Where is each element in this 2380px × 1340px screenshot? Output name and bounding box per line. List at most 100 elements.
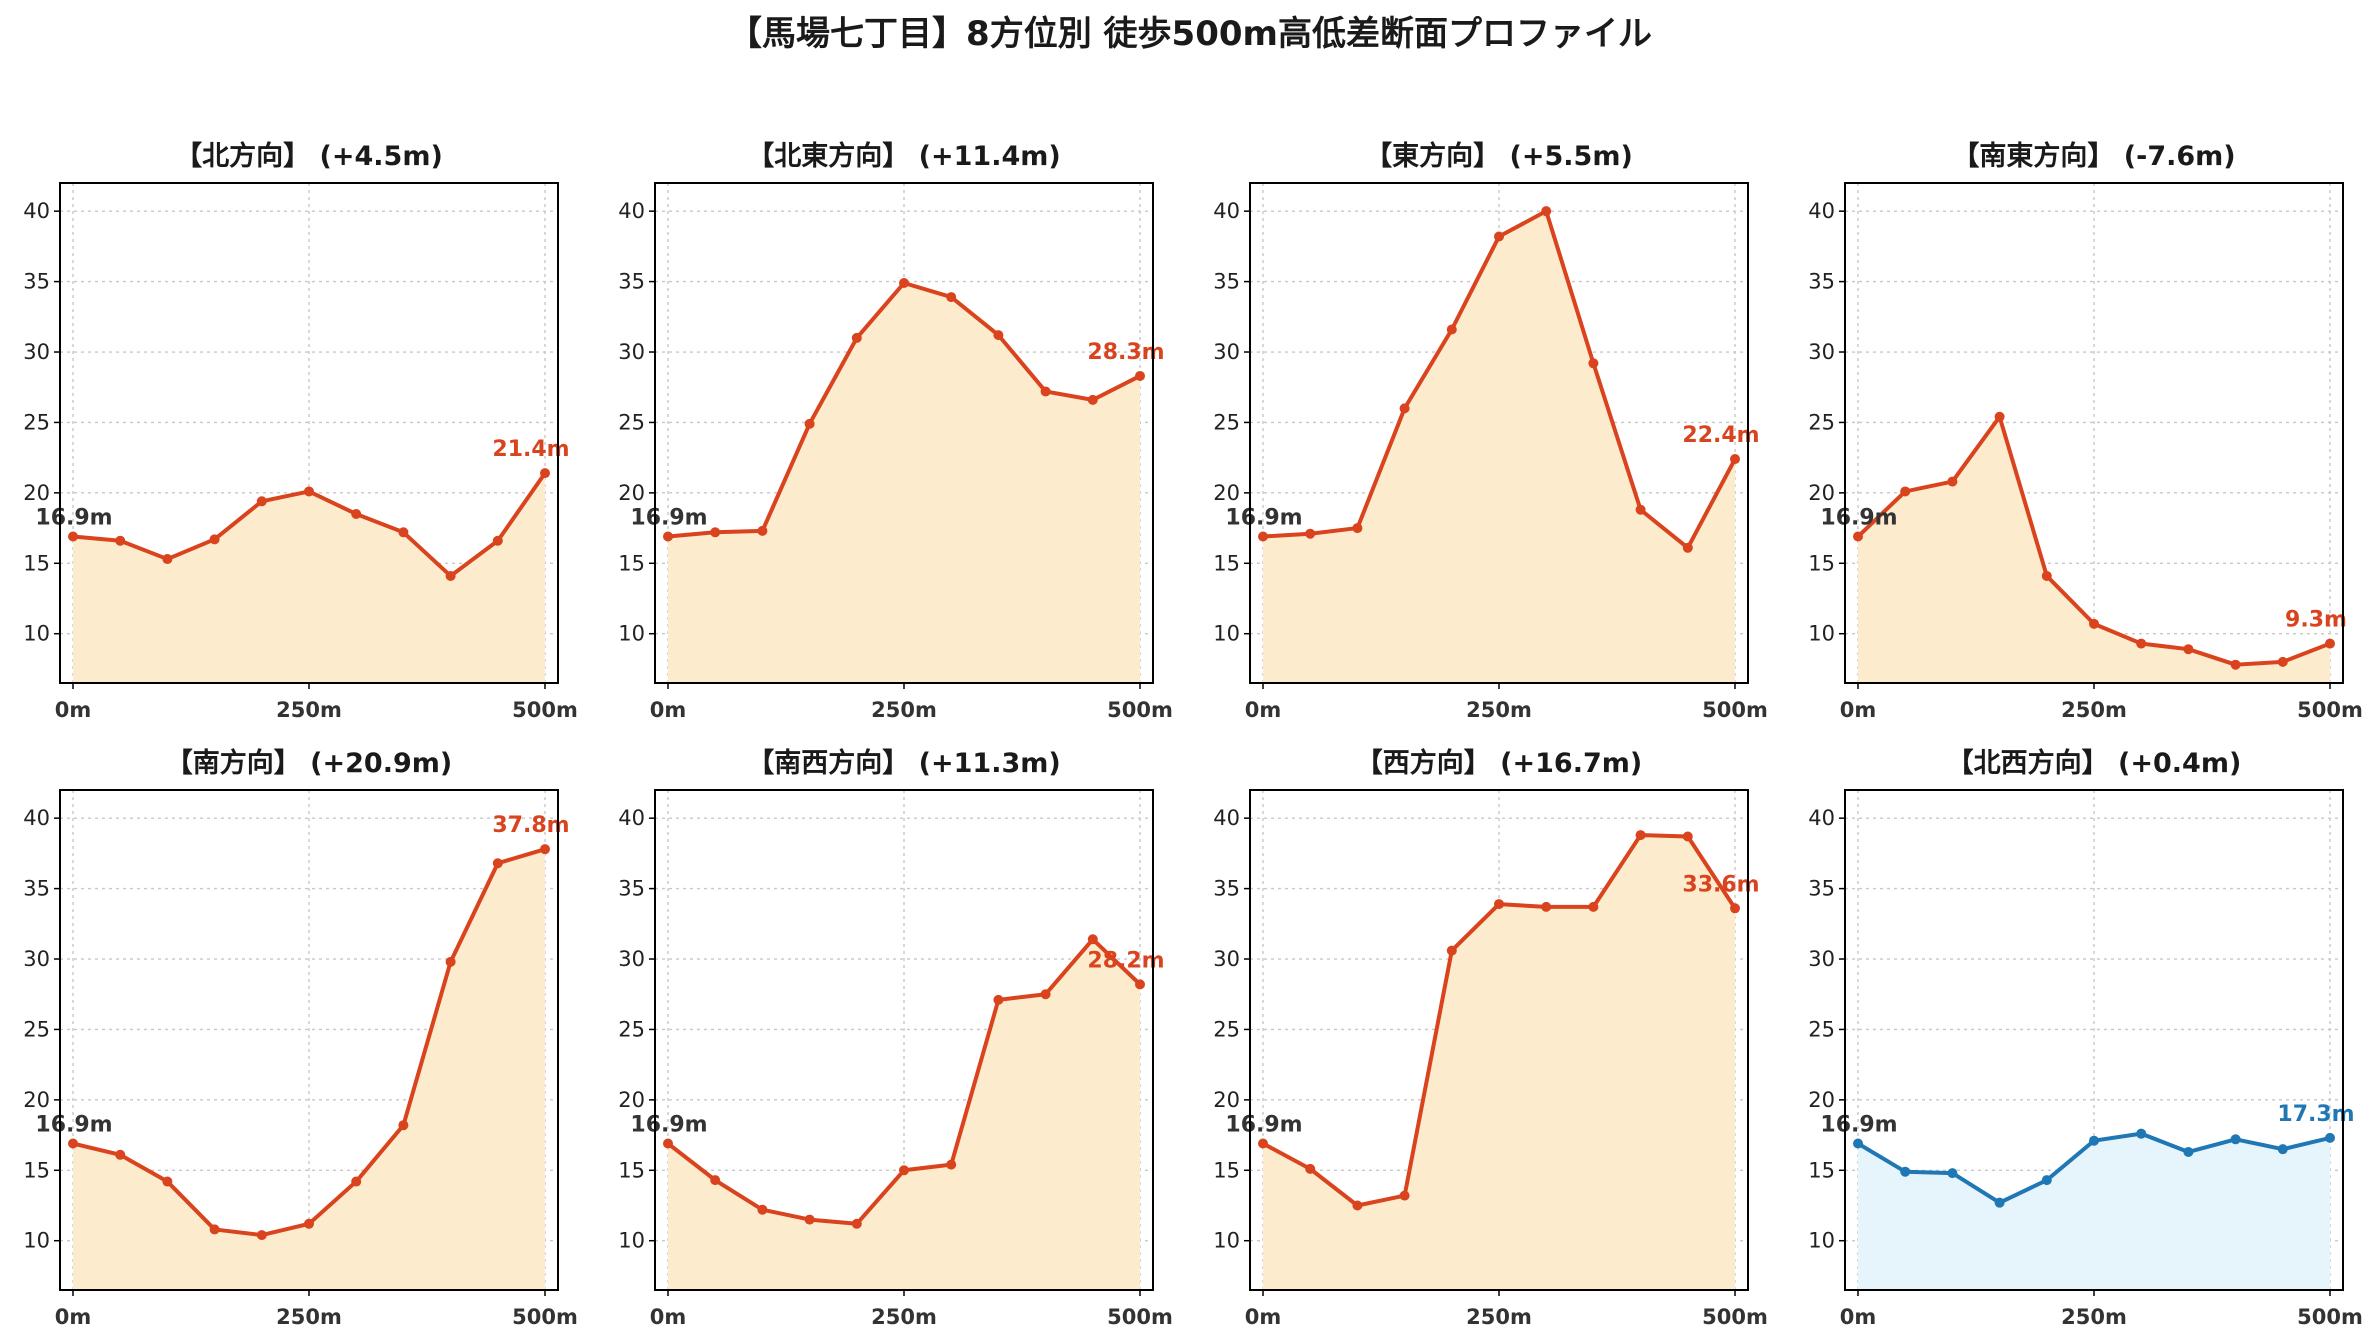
plot-frame [1844,182,2344,684]
x-tick-label: 500m [1107,1305,1173,1329]
data-point [1494,899,1504,910]
y-tick-label: 10 [618,622,645,646]
panel-title: 【東方向】 (+5.5m) [1365,140,1633,172]
y-tick-label: 25 [1213,410,1240,434]
end-elevation-label: 9.3m [2285,608,2347,633]
data-point [1541,206,1552,217]
data-point [710,527,721,538]
plot-frame [654,182,1154,684]
y-tick-label: 15 [1213,551,1240,575]
y-tick-label: 20 [1213,481,1240,505]
x-tick-label: 500m [1107,698,1173,722]
y-tick-label: 20 [1808,481,1835,505]
x-tick-label: 250m [276,698,342,722]
data-point [2183,1146,2194,1157]
data-point [1258,1138,1268,1149]
data-point [757,1204,768,1215]
data-point [256,1230,267,1241]
y-tick-label: 15 [23,551,50,575]
data-point [445,956,456,967]
y-tick-label: 15 [618,551,645,575]
figure-title: 【馬場七丁目】8方位別 徒歩500m高低差断面プロファイル [728,14,1652,54]
x-tick-label: 0m [55,698,92,722]
data-point [445,570,456,581]
data-point [757,525,768,536]
panel-5: 【南西方向】 (+11.3m) 10 15 20 25 30 35 40 0m 250m 500m 1… [618,747,1173,1329]
y-tick-label: 25 [23,1017,50,1041]
data-point [115,535,126,546]
start-elevation-label: 16.9m [35,506,112,531]
y-tick-label: 10 [1808,1229,1835,1253]
area-fill [1263,835,1735,1290]
area-fill [73,849,545,1290]
data-point [1900,1166,1911,1177]
x-tick-label: 250m [2061,698,2127,722]
panel-title: 【南西方向】 (+11.3m) [747,747,1060,779]
data-point [1399,1190,1410,1201]
panel-7: 【北西方向】 (+0.4m) 10 15 20 25 30 35 40 0m 250m 500m 16… [1808,747,2363,1329]
data-point [2277,656,2288,667]
plot-frame [1249,789,1749,1291]
panel-0: 【北方向】 (+4.5m) 10 15 20 25 30 35 40 0m 250m 500m 16.… [23,140,578,722]
plot-frame [654,789,1154,1291]
data-point [1135,979,1145,990]
data-point [2230,1134,2241,1145]
data-point [162,1176,173,1187]
data-point [209,534,220,545]
data-point [2089,618,2099,629]
area-fill [73,473,545,683]
y-tick-label: 25 [618,410,645,434]
data-point [1635,830,1646,841]
y-tick-label: 15 [1808,1158,1835,1182]
panel-1: 【北東方向】 (+11.4m) 10 15 20 25 30 35 40 0m 250m 500m 1… [618,140,1173,722]
data-point [2089,1135,2099,1146]
y-tick-label: 40 [618,806,645,830]
y-tick-label: 20 [1808,1088,1835,1112]
data-point [804,418,815,429]
data-point [2041,570,2052,581]
end-elevation-label: 33.6m [1682,872,1759,897]
y-tick-label: 35 [618,270,645,294]
data-point [663,531,673,542]
area-fill [668,283,1140,683]
area-fill [668,939,1140,1290]
x-tick-label: 500m [2297,1305,2363,1329]
y-tick-label: 25 [1808,410,1835,434]
data-point [492,858,503,869]
plot-frame [59,182,559,684]
start-elevation-label: 16.9m [1820,1113,1897,1138]
y-tick-label: 15 [1808,551,1835,575]
panel-title: 【南東方向】 (-7.6m) [1952,140,2235,172]
y-tick-label: 40 [1808,199,1835,223]
start-elevation-label: 16.9m [1225,506,1302,531]
data-point [1087,934,1098,945]
data-point [351,508,362,519]
data-point [1853,531,1863,542]
data-point [2277,1144,2288,1155]
data-point [946,292,957,303]
data-point [1588,901,1599,912]
x-tick-label: 500m [2297,698,2363,722]
panel-3: 【南東方向】 (-7.6m) 10 15 20 25 30 35 40 0m 250m 500m 16… [1808,140,2363,722]
data-point [1730,454,1740,465]
data-point [304,1218,314,1229]
plot-frame [1844,789,2344,1291]
data-point [2183,644,2194,655]
data-point [1352,1200,1363,1211]
data-point [1853,1138,1863,1149]
end-elevation-label: 28.2m [1087,948,1164,973]
data-point [1399,403,1410,414]
data-point [1947,1168,1958,1179]
y-tick-label: 15 [618,1158,645,1182]
data-point [68,1138,78,1149]
y-tick-label: 10 [23,1229,50,1253]
x-tick-label: 0m [1840,698,1877,722]
start-elevation-label: 16.9m [630,1113,707,1138]
data-point [899,278,909,288]
y-tick-label: 40 [23,199,50,223]
data-point [2136,1128,2147,1139]
data-point [710,1175,721,1186]
data-point [398,527,409,538]
y-tick-label: 20 [1213,1088,1240,1112]
